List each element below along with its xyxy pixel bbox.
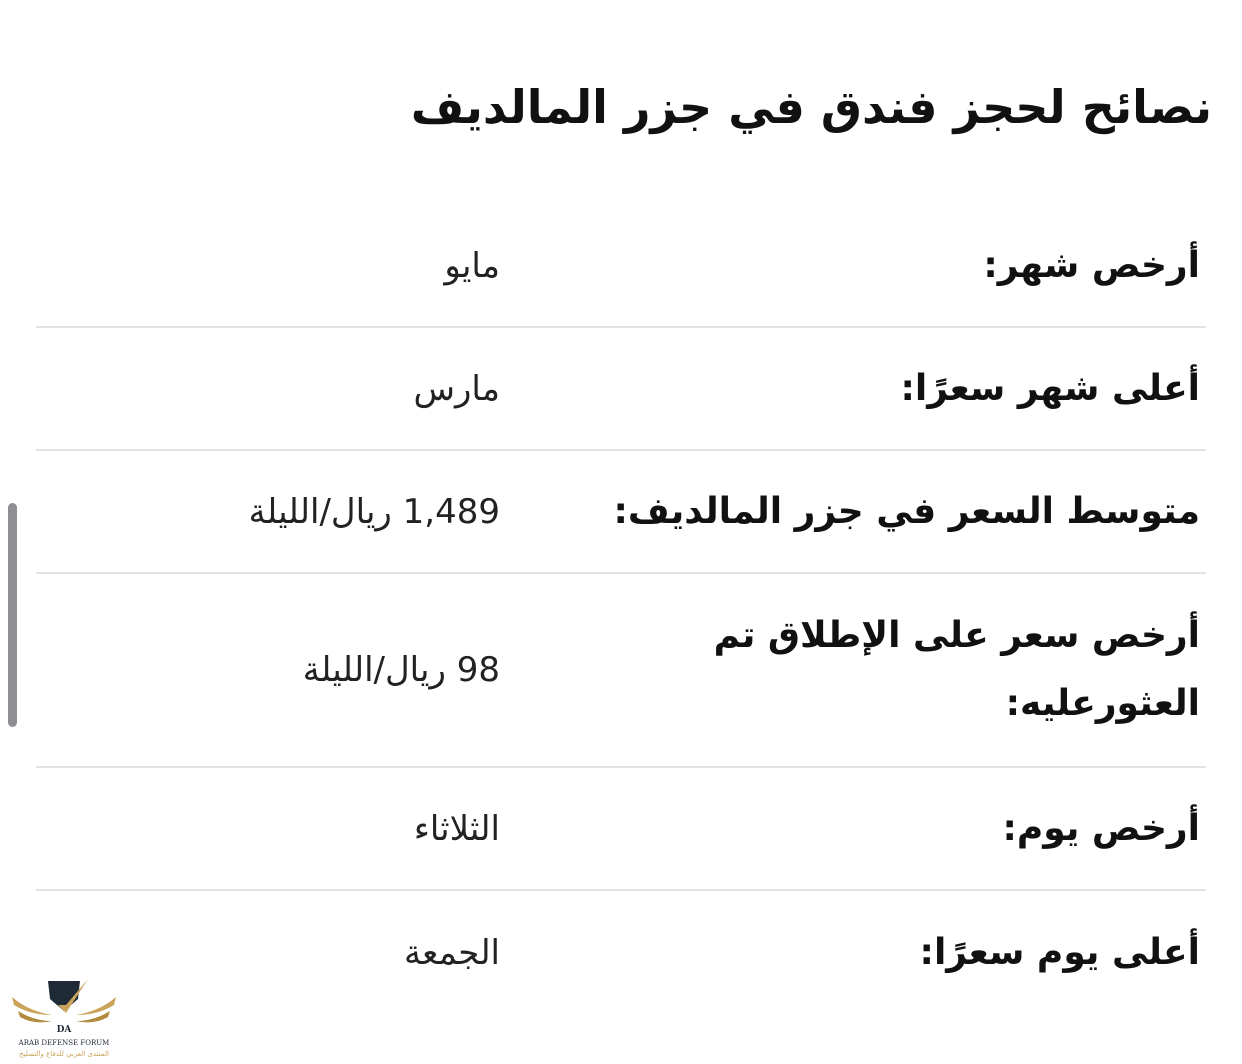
scrollbar[interactable] xyxy=(8,503,17,727)
row-value: مايو xyxy=(444,245,500,286)
table-row: أعلى شهر سعرًا: مارس xyxy=(36,328,1206,451)
row-value: الثلاثاء xyxy=(413,808,500,849)
table-row: أرخص شهر: مايو xyxy=(36,205,1206,328)
row-label: أعلى شهر سعرًا: xyxy=(900,367,1200,409)
row-value: الجمعة xyxy=(403,932,500,973)
table-row: أرخص يوم: الثلاثاء xyxy=(36,768,1206,891)
watermark-logo: DA ARAB DEFENSE FORUM المنتدى العربي للد… xyxy=(8,975,120,1060)
row-label: أعلى يوم سعرًا: xyxy=(919,931,1200,973)
tips-table: أرخص شهر: مايو أعلى شهر سعرًا: مارس متوس… xyxy=(36,205,1206,1014)
page-title: نصائح لحجز فندق في جزر المالديف xyxy=(410,80,1212,134)
row-label: أرخص شهر: xyxy=(983,244,1200,286)
svg-text:DA: DA xyxy=(57,1025,73,1035)
table-row: متوسط السعر في جزر المالديف: 1,489 ريال/… xyxy=(36,451,1206,574)
row-label: أرخص يوم: xyxy=(1002,807,1200,849)
row-value: 1,489 ريال/الليلة xyxy=(248,491,500,532)
row-label: متوسط السعر في جزر المالديف: xyxy=(613,490,1200,532)
svg-text:ARAB DEFENSE FORUM: ARAB DEFENSE FORUM xyxy=(18,1039,110,1047)
row-label: أرخص سعر على الإطلاق تم العثورعليه: xyxy=(713,615,1200,724)
svg-text:المنتدى العربي للدفاع والتسليح: المنتدى العربي للدفاع والتسليح xyxy=(19,1050,109,1058)
row-value: 98 ريال/الليلة xyxy=(302,650,500,690)
table-row: أعلى يوم سعرًا: الجمعة xyxy=(36,891,1206,1014)
row-value: مارس xyxy=(413,368,501,409)
table-row: أرخص سعر على الإطلاق تم العثورعليه: 98 ر… xyxy=(36,574,1206,768)
